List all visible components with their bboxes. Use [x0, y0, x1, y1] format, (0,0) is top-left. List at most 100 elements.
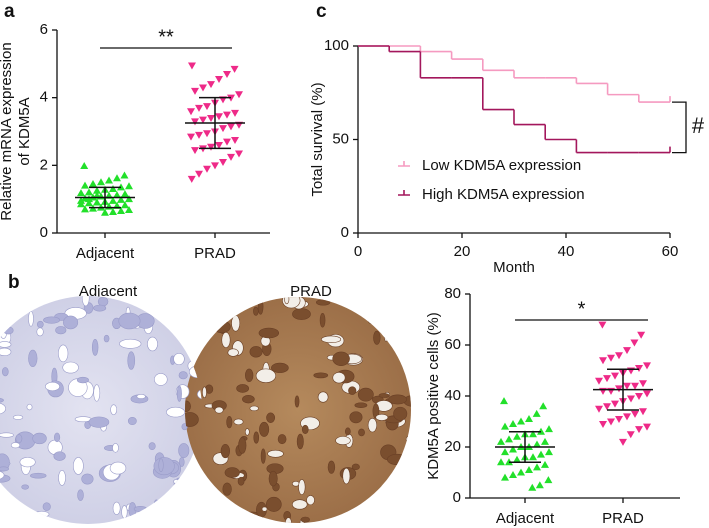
data-point — [125, 195, 133, 203]
gland — [176, 385, 182, 402]
y-tick-label: 60 — [444, 336, 461, 353]
data-point — [195, 170, 203, 178]
gland — [403, 395, 411, 407]
data-point — [545, 448, 553, 456]
gland — [214, 406, 224, 414]
gland — [151, 296, 170, 305]
gland — [184, 474, 191, 486]
gland — [231, 315, 241, 332]
data-point — [607, 354, 615, 362]
gland — [388, 394, 407, 405]
gland — [405, 435, 411, 443]
gland — [185, 320, 194, 332]
data-point — [501, 473, 509, 481]
data-point — [199, 116, 207, 124]
data-point — [525, 414, 533, 422]
y-tick-label: 4 — [40, 89, 48, 106]
image-title: Adjacent — [79, 283, 138, 300]
gland — [408, 349, 411, 364]
data-point — [120, 171, 129, 179]
gland — [194, 311, 202, 329]
y-axis-label: Total survival (%) — [309, 82, 326, 196]
gland — [363, 306, 380, 313]
gland — [112, 501, 121, 515]
gland — [154, 373, 168, 386]
gland — [258, 327, 280, 339]
data-point — [199, 84, 207, 92]
gland — [181, 423, 188, 431]
gland — [36, 327, 44, 337]
gland — [213, 320, 231, 334]
gland — [53, 451, 66, 461]
gland — [93, 384, 101, 402]
gland — [226, 415, 233, 429]
gland — [390, 297, 409, 312]
error-bar — [607, 368, 639, 411]
gland — [201, 318, 218, 334]
data-point — [191, 87, 199, 95]
significance-label: ** — [158, 26, 174, 48]
gland — [109, 461, 127, 475]
gland — [268, 470, 278, 487]
gland — [173, 479, 180, 484]
data-point — [505, 435, 513, 443]
gland — [242, 395, 255, 404]
x-tick-label: Adjacent — [496, 510, 555, 527]
data-point — [203, 103, 211, 111]
gland — [249, 405, 259, 412]
data-point — [187, 62, 196, 70]
gland — [147, 336, 158, 352]
data-point — [532, 409, 541, 417]
gland — [0, 470, 5, 481]
gland — [355, 513, 371, 523]
gland — [284, 297, 290, 305]
data-point — [497, 458, 505, 466]
gland — [392, 329, 401, 340]
gland — [186, 517, 192, 523]
gland — [197, 387, 202, 401]
gland — [153, 499, 160, 516]
gland — [0, 347, 12, 357]
data-point — [235, 150, 243, 158]
gland — [412, 296, 416, 303]
data-point — [85, 195, 93, 203]
data-point — [509, 420, 517, 428]
data-point — [509, 445, 517, 453]
gland — [233, 418, 244, 426]
data-point — [544, 476, 553, 484]
gland — [313, 372, 329, 379]
gland — [166, 406, 186, 418]
data-point — [615, 415, 623, 423]
data-point — [211, 162, 219, 170]
y-tick-label: 6 — [40, 21, 48, 38]
gland — [306, 495, 315, 506]
gland — [1, 296, 18, 300]
data-point — [207, 143, 215, 151]
panel-label: b — [8, 272, 20, 293]
data-point — [215, 113, 223, 121]
data-point — [501, 448, 509, 456]
data-point — [105, 176, 113, 184]
gland — [1, 367, 9, 377]
gland — [158, 458, 164, 472]
image-title: PRAD — [290, 283, 332, 300]
data-point — [517, 417, 525, 425]
data-point — [639, 408, 647, 416]
gland — [0, 432, 14, 438]
gland — [236, 384, 250, 393]
data-point — [81, 205, 89, 213]
panel-label: a — [4, 1, 15, 22]
data-point — [611, 372, 619, 380]
gland — [0, 402, 6, 415]
gland — [227, 348, 239, 357]
gland — [63, 315, 79, 330]
y-tick-label: 20 — [444, 438, 461, 455]
y-tick-label: 50 — [332, 130, 349, 147]
data-point — [109, 208, 117, 216]
gland — [378, 393, 390, 398]
panel-label: c — [316, 1, 327, 22]
data-point — [539, 402, 548, 410]
gland — [28, 513, 42, 521]
data-point — [191, 118, 199, 126]
gland — [321, 335, 342, 344]
